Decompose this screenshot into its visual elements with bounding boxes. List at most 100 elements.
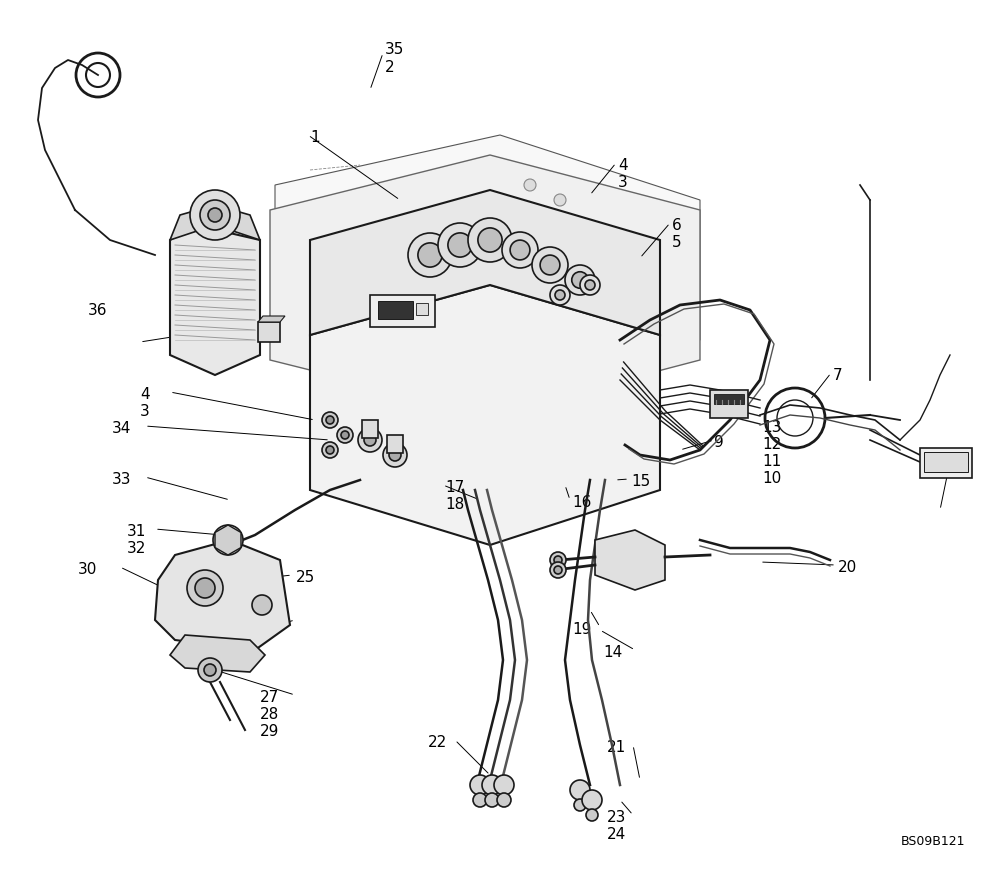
Circle shape [468, 218, 512, 262]
Circle shape [204, 664, 216, 676]
Circle shape [555, 290, 565, 300]
Polygon shape [310, 190, 660, 335]
Text: 29: 29 [260, 724, 279, 739]
Text: 2: 2 [385, 60, 395, 75]
Text: 18: 18 [445, 497, 464, 512]
Circle shape [322, 412, 338, 428]
Circle shape [470, 775, 490, 795]
Bar [714, 394, 744, 404]
Text: 36: 36 [88, 303, 108, 318]
Text: 32: 32 [127, 541, 146, 556]
Circle shape [198, 658, 222, 682]
Circle shape [473, 793, 487, 807]
Text: 34: 34 [112, 421, 131, 436]
Circle shape [585, 280, 595, 290]
Text: 11: 11 [762, 454, 781, 469]
Circle shape [322, 442, 338, 458]
Circle shape [586, 809, 598, 821]
Bar [258, 322, 280, 342]
Bar [387, 435, 403, 453]
Bar [378, 301, 413, 319]
Circle shape [252, 595, 272, 615]
Text: 20: 20 [838, 560, 857, 575]
Text: 1: 1 [310, 130, 320, 145]
Circle shape [572, 272, 588, 289]
Circle shape [494, 775, 514, 795]
Text: 28: 28 [260, 707, 279, 722]
Bar [416, 303, 428, 315]
Text: 33: 33 [112, 472, 132, 487]
Text: 25: 25 [296, 570, 315, 585]
Text: 31: 31 [127, 524, 146, 539]
Text: 35: 35 [385, 42, 404, 57]
Text: 10: 10 [762, 471, 781, 486]
Text: 3: 3 [618, 175, 628, 190]
Circle shape [565, 265, 595, 295]
Bar [362, 420, 378, 438]
Circle shape [364, 434, 376, 446]
Text: 13: 13 [762, 420, 781, 435]
Bar [924, 452, 968, 472]
Polygon shape [170, 635, 265, 672]
Circle shape [389, 449, 401, 461]
Circle shape [570, 780, 590, 800]
Text: 30: 30 [78, 562, 97, 577]
Circle shape [550, 285, 570, 305]
Text: 16: 16 [572, 495, 591, 510]
Text: 4: 4 [618, 158, 628, 173]
Circle shape [532, 247, 568, 283]
Text: 4: 4 [140, 387, 150, 402]
Circle shape [582, 790, 602, 810]
Circle shape [337, 427, 353, 443]
Circle shape [383, 443, 407, 467]
Circle shape [341, 431, 349, 439]
Circle shape [554, 556, 562, 564]
Polygon shape [170, 225, 260, 375]
Circle shape [195, 578, 215, 598]
Circle shape [482, 775, 502, 795]
Circle shape [524, 179, 536, 191]
Circle shape [580, 275, 600, 295]
Circle shape [550, 552, 566, 568]
Text: 26: 26 [270, 615, 289, 630]
Circle shape [326, 446, 334, 454]
Circle shape [358, 428, 382, 452]
Polygon shape [310, 285, 660, 545]
Circle shape [554, 566, 562, 574]
Text: 19: 19 [572, 622, 591, 637]
Text: 6: 6 [672, 218, 682, 233]
Circle shape [187, 570, 223, 606]
Text: 21: 21 [607, 740, 626, 755]
Text: 27: 27 [260, 690, 279, 705]
Polygon shape [595, 530, 665, 590]
Circle shape [497, 793, 511, 807]
Text: BS09B121: BS09B121 [900, 835, 965, 848]
Circle shape [574, 799, 586, 811]
Circle shape [213, 525, 243, 555]
Bar [370, 295, 435, 327]
Polygon shape [275, 135, 700, 400]
Circle shape [208, 208, 222, 222]
Circle shape [438, 223, 482, 267]
Text: 8: 8 [953, 452, 963, 467]
Text: 14: 14 [603, 645, 622, 660]
Circle shape [485, 793, 499, 807]
Polygon shape [215, 525, 241, 555]
Text: 7: 7 [833, 368, 843, 383]
Circle shape [190, 190, 240, 240]
Circle shape [418, 243, 442, 267]
Circle shape [448, 233, 472, 257]
Circle shape [550, 562, 566, 578]
Circle shape [478, 228, 502, 252]
Text: 12: 12 [762, 437, 781, 452]
Text: 15: 15 [631, 474, 650, 489]
Circle shape [502, 232, 538, 268]
Bar [920, 448, 972, 478]
Circle shape [200, 200, 230, 230]
Circle shape [540, 255, 560, 275]
Circle shape [554, 194, 566, 206]
Circle shape [408, 233, 452, 277]
Circle shape [220, 532, 236, 548]
Text: 3: 3 [140, 404, 150, 419]
Text: 24: 24 [607, 827, 626, 842]
